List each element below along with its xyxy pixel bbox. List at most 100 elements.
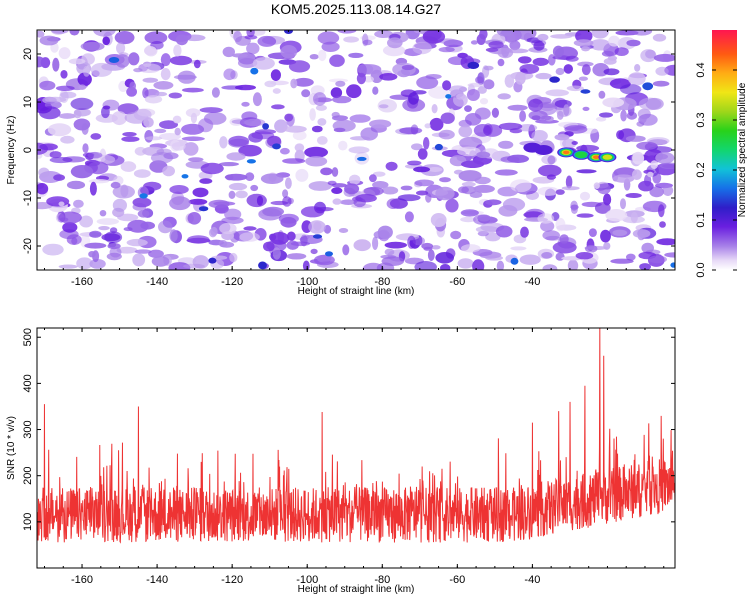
spectrogram-cell [628,72,646,86]
spectrogram-cell [561,186,580,191]
spectrogram-cell [603,193,612,206]
spectrogram-cell [620,109,627,122]
spectrogram-cell [520,226,529,238]
spectrogram-cell [99,210,107,217]
y-tick-label: 10 [22,96,34,108]
spectrogram-cell [344,183,360,195]
spectrogram-cell [500,156,520,163]
spectrogram-cell [70,97,94,110]
spectrogram-cell [158,220,173,234]
spectrogram-cell [198,206,209,212]
spectrogram-cell [294,143,305,152]
spectrogram-cell [372,181,389,189]
spectrogram-cell [399,127,423,135]
spectrogram-cell [70,165,94,179]
spectrogram-cell [404,211,414,223]
spectrogram-cell [46,196,70,207]
spectrogram-cell [581,64,591,76]
spectrogram-cell [519,254,541,265]
spectrogram-cell [381,256,405,267]
spectrogram-cell [309,54,319,60]
spectrogram-cell [98,226,110,231]
spectrogram-cell [210,226,218,236]
spectrogram-cell [151,256,170,267]
spectrogram-cell [224,208,242,221]
spectrogram-cell [219,136,228,149]
x-tick-label: -80 [374,574,390,586]
spectrogram-cell [540,115,552,121]
spectrogram-cell [169,185,189,194]
spectrogram-cell [38,167,50,178]
spectrogram-cell [491,107,499,118]
spectrogram-cell [467,82,484,88]
spectrogram-cell [49,151,62,159]
spectrogram-cell [116,246,138,254]
spectrogram-cell [504,74,515,88]
spectrogram-cell [416,190,429,196]
spectrogram-cell [567,259,579,270]
spectrogram-cell [142,87,149,99]
spectrogram-cell [128,52,140,66]
spectrogram-cell [645,97,664,110]
spectrogram-cell [241,101,250,107]
spectrogram-cell [145,136,163,141]
spectrogram-cell [470,40,478,45]
spectrogram-cell [430,213,447,227]
spectrogram-cell [302,260,310,270]
spectrogram-cell [154,128,167,134]
spectrogram-cell [320,167,333,176]
spectrogram-cell [87,151,103,159]
spectrogram-cell [107,243,121,250]
spectrogram-cell [575,252,594,260]
spectrogram-cell [477,214,491,222]
spectrogram-cell [60,135,75,144]
spectrogram-cell [440,112,455,124]
spectrogram-cell [90,62,113,77]
spectrogram-cell [139,193,148,199]
spectrogram-cell [483,79,495,90]
spectrogram-cell [630,211,638,223]
spectrogram-cell [246,42,260,55]
spectrogram-cell [639,263,651,270]
spectrogram-cell [472,259,485,270]
spectrogram-cell [497,58,505,67]
spectrogram-cell [133,169,151,178]
spectrogram-cell [659,162,675,169]
spectrogram-cell [39,80,56,91]
spectrogram-cell [485,199,502,206]
spectrogram-cell [447,56,468,65]
spectrogram-cell [53,174,65,181]
spectrogram-cell [510,246,527,251]
snr-x-axis-label: Height of straight line (km) [298,584,415,595]
spectrogram-cell [429,117,444,131]
spectrogram-cell [423,137,430,150]
spectrogram-cell [595,116,607,122]
snr-y-axis-label: SNR (10 * v/v) [6,416,17,480]
spectrogram-cell [565,175,573,189]
spectrogram-cell [112,198,127,212]
spectrogram-cell [309,108,316,121]
spectrogram-cell [301,89,311,98]
spectrogram-cell [121,136,140,142]
spectrogram-cell [640,49,657,63]
colorbar-label: Normalized spectral amplitude [737,82,748,217]
spectrogram-cell [327,180,337,186]
spectrogram-cell [362,262,385,270]
spectrogram-cell [510,257,519,265]
spectrogram-cell [357,63,374,75]
spectrogram-cell [58,113,76,119]
spectrogram-cell [137,210,150,218]
spectrogram-cell [533,41,545,51]
spectrogram-cell [428,167,443,172]
spectrogram-cell [228,135,250,147]
spectrogram-cell [193,59,201,69]
spectrogram-cell [235,190,248,199]
x-tick-label: -140 [146,574,168,586]
spectrogram-cell [183,142,199,156]
colorbar-tick-label: 0.0 [695,262,707,277]
spectrogram-cell [414,261,437,270]
spectrogram-cell [244,35,258,40]
spectrogram-cell [535,119,559,124]
spectrogram-cell [190,112,197,124]
spectrogram-cell [58,211,82,224]
